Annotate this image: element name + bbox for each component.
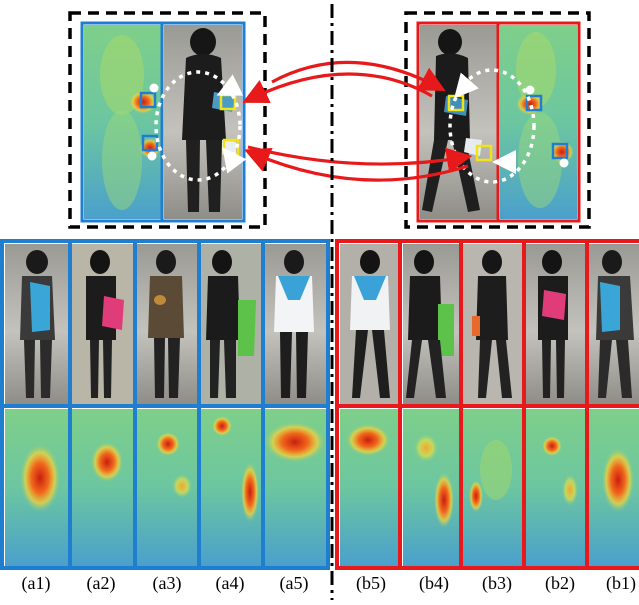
heatmap-b4 (403, 409, 459, 566)
photo-b5 (340, 244, 398, 404)
top-right-heat-box-2 (551, 142, 569, 160)
heatmap-a5 (265, 409, 326, 566)
caption-a4: (a4) (215, 573, 245, 593)
heatmap-a4 (201, 409, 261, 566)
top-left-photo (164, 25, 242, 219)
photo-a4 (201, 244, 261, 404)
match-arrow-upper (271, 60, 446, 92)
heatmap-b2 (526, 409, 585, 566)
match-arrows (242, 60, 473, 182)
caption-a5: (a5) (279, 573, 309, 593)
top-left-heat-box-2 (141, 134, 159, 152)
gallery-b (335, 239, 639, 570)
photo-a3 (137, 244, 197, 404)
heatmap-b1 (589, 409, 639, 566)
gallery-a (0, 239, 330, 570)
caption-a3: (a3) (152, 573, 182, 593)
top-right-photo (420, 25, 497, 219)
caption-b1: (b1) (606, 573, 636, 593)
heatmap-a1 (5, 409, 68, 566)
heatmap-b5 (340, 409, 398, 566)
caption-b2: (b2) (545, 573, 575, 593)
photo-b4 (403, 244, 459, 404)
top-left-heatmap (84, 25, 161, 219)
photo-a2 (72, 244, 133, 404)
top-left-dashed-frame (68, 11, 267, 229)
caption-b3: (b3) (482, 573, 512, 593)
top-right-dotted-loop (448, 68, 536, 184)
top-right-heat-box-1 (525, 94, 543, 112)
top-right-heatmap (500, 25, 577, 219)
caption-b4: (b4) (419, 573, 449, 593)
caption-a1: (a1) (21, 573, 51, 593)
top-left-dotted-loop (154, 70, 242, 182)
caption-a2: (a2) (86, 573, 116, 593)
top-left-pair (68, 11, 267, 229)
photo-b2 (526, 244, 585, 404)
photo-b3 (463, 244, 522, 404)
photo-a1 (5, 244, 68, 404)
heatmap-b3 (463, 409, 522, 566)
photo-b1 (589, 244, 639, 404)
top-right-pair (404, 11, 591, 229)
match-arrow-lower (247, 145, 473, 173)
heatmap-a2 (72, 409, 133, 566)
heatmap-a3 (137, 409, 197, 566)
caption-b5: (b5) (356, 573, 386, 593)
top-right-dashed-frame (404, 11, 591, 229)
top-left-heat-box-1 (139, 91, 157, 109)
top-right-photo-box-2 (475, 144, 493, 162)
photo-a5 (265, 244, 326, 404)
